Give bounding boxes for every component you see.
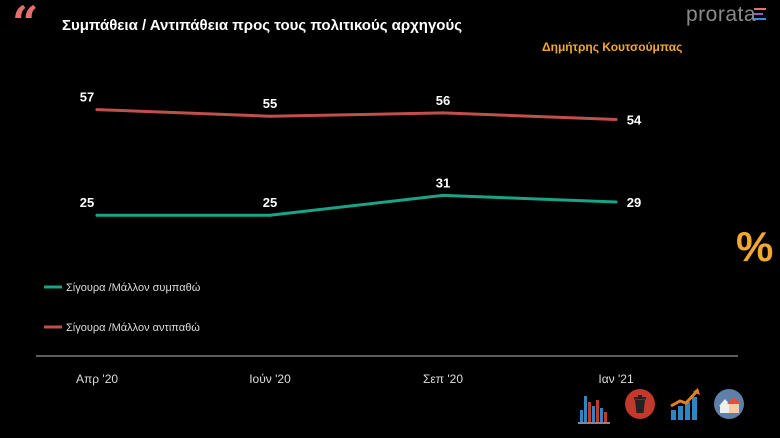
data-point [614,118,618,121]
x-tick-label: Ιαν '21 [598,372,634,386]
logo: prorata [686,3,757,26]
legend-label: Σίγουρα /Μάλλον συμπαθώ [66,282,201,294]
data-label: 57 [80,90,94,105]
growth-chart-icon [670,388,700,420]
data-point [268,213,272,217]
houses-icon [714,389,744,419]
legend-label: Σίγουρα /Μάλλον αντιπαθώ [66,322,200,334]
data-label: 55 [263,96,277,111]
data-point [95,108,99,112]
x-tick-label: Ιούν '20 [249,372,291,386]
data-point [95,213,99,217]
data-label: 25 [263,195,277,210]
data-label: 54 [627,113,642,128]
quote-mark-icon: “ [12,0,39,50]
data-label: 31 [436,175,450,190]
series-line [95,108,618,121]
data-point [441,193,445,197]
data-point [441,111,445,115]
series-line [95,193,618,217]
percent-icon: % [736,223,774,270]
bar-chart-icon [578,396,610,424]
chart-subtitle: Δημήτρης Κουτσούμπας [542,40,683,54]
page-title: Συμπάθεια / Αντιπάθεια προς τους πολιτικ… [62,17,463,34]
data-point [268,114,272,118]
logo-bars-icon [754,8,766,24]
x-tick-label: Σεπ '20 [423,372,463,386]
data-label: 29 [627,195,641,210]
x-tick-label: Απρ '20 [76,372,118,386]
data-point [614,200,618,204]
data-label: 56 [436,93,450,108]
trash-can-icon [625,389,655,419]
data-label: 25 [80,195,94,210]
